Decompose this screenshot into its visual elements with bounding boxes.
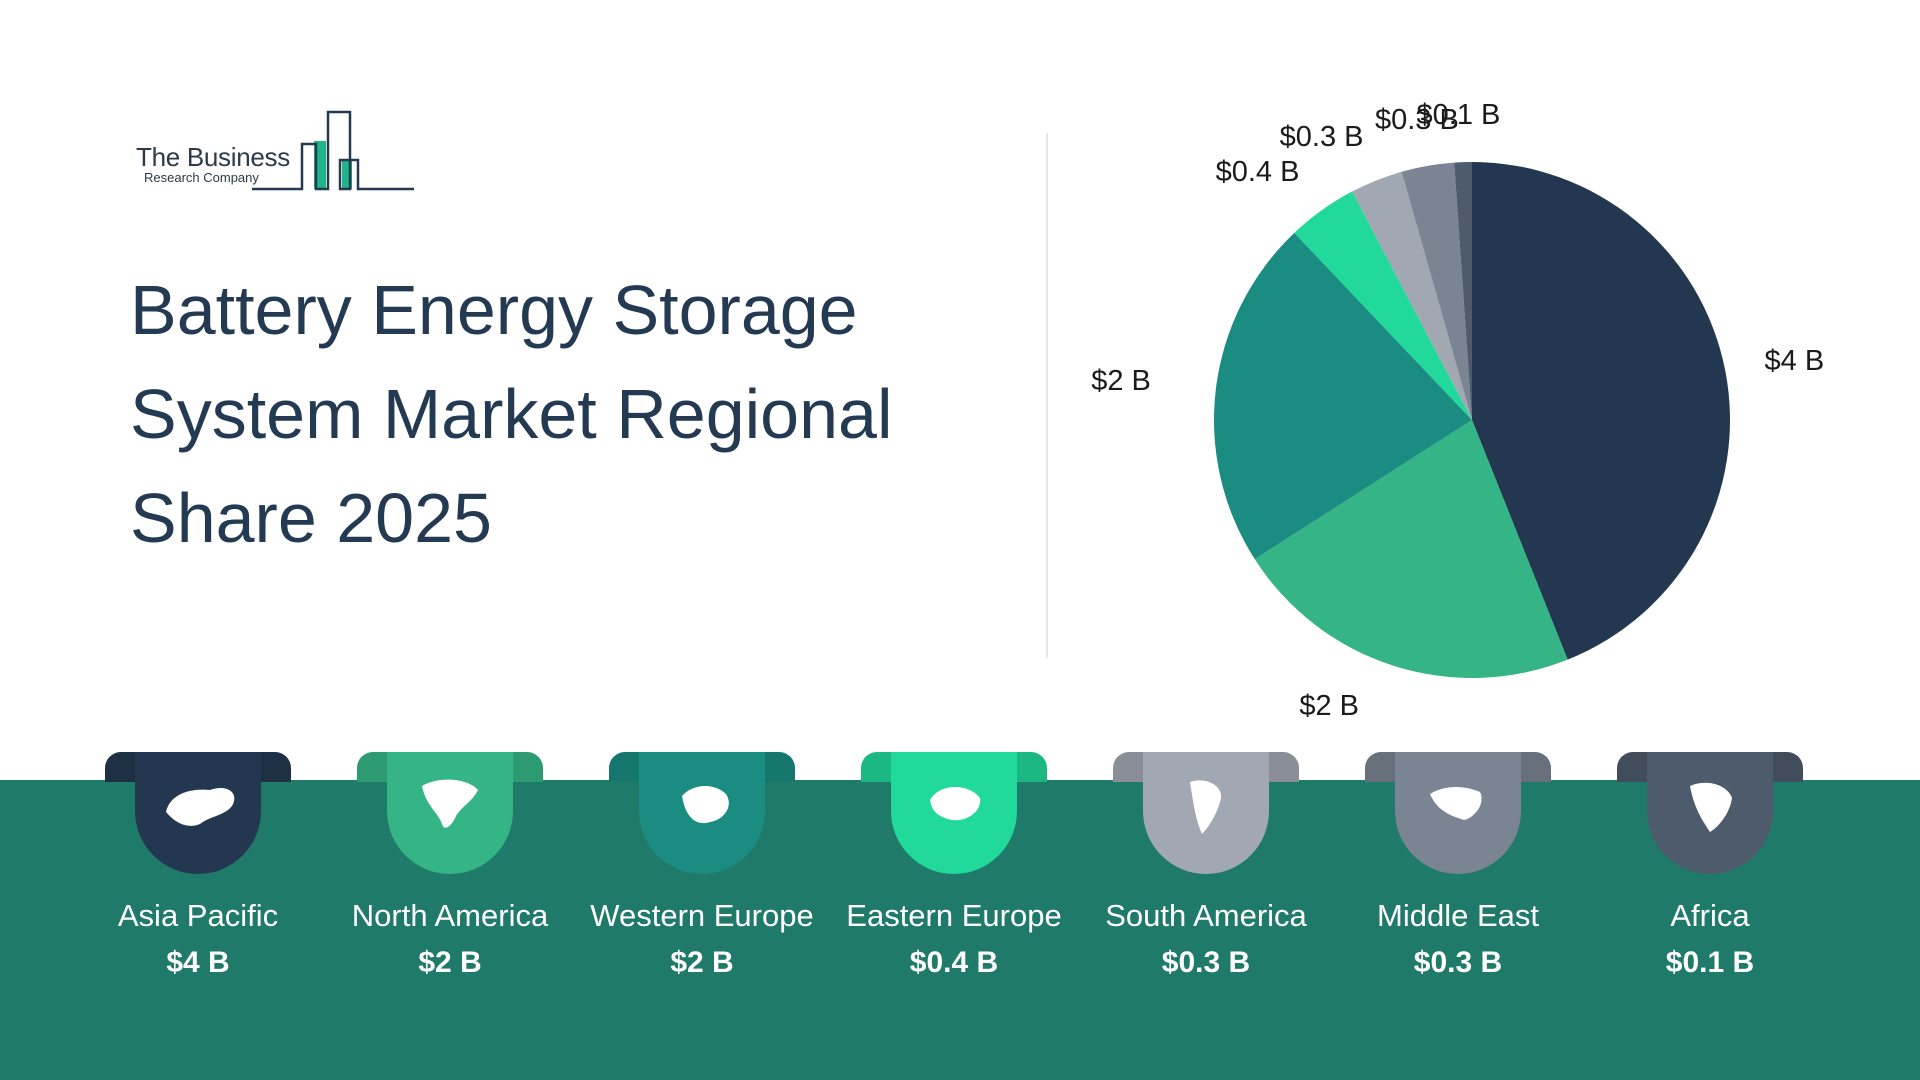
pie-data-label: $2 B (1091, 365, 1151, 398)
region-value: $2 B (418, 946, 482, 979)
pie-data-label: $4 B (1764, 344, 1825, 377)
north-america-map-icon (422, 779, 478, 828)
pie-slice-asia-pacific (1472, 162, 1730, 660)
region-value: $2 B (670, 946, 734, 979)
pie-slice-south-america (1352, 171, 1472, 420)
region-value: $0.1 B (1665, 946, 1755, 979)
company-logo: The Business Research Company (132, 108, 422, 198)
asia-map-icon (166, 787, 235, 826)
pie-data-label: $0.4 B (1215, 155, 1300, 188)
africa-map-icon (1690, 782, 1732, 832)
pie-chart: $4 B $2 B $2 B $0.4 B $0.3 B $0.3 B $0.1 B (1091, 99, 1825, 723)
middle-east-map-icon (1430, 787, 1482, 820)
region-badge (861, 752, 1047, 904)
region-name: North America (351, 898, 549, 933)
region-badge (1113, 752, 1299, 904)
region-value: $0.3 B (1413, 946, 1503, 979)
south-america-map-icon (1190, 780, 1222, 834)
logo-name: The Business (136, 142, 290, 172)
pie-slice-north-america (1254, 420, 1568, 679)
region-name: Eastern Europe (846, 898, 1062, 933)
region-name: Western Europe (590, 898, 814, 933)
pie-chart-svg (1214, 162, 1730, 679)
eastern-europe-map-icon (930, 787, 981, 821)
page-title: Battery Energy Storage System Market Reg… (130, 271, 893, 557)
pie-slice-africa (1454, 162, 1472, 420)
region-badge (609, 752, 795, 904)
region-name: Africa (1670, 898, 1750, 933)
region-value: $0.3 B (1161, 946, 1251, 979)
region-name: South America (1105, 898, 1307, 933)
region-badge (1365, 752, 1551, 904)
logo-buildings-icon (252, 110, 414, 191)
region-name: Middle East (1377, 898, 1539, 933)
pie-slice-middle-east (1401, 162, 1472, 420)
pie-data-label: $0.3 B (1374, 103, 1459, 136)
western-europe-map-icon (682, 785, 729, 824)
pie-data-label: $0.1 B (1416, 99, 1501, 132)
vertical-divider (1046, 133, 1048, 658)
logo-subname: Research Company (144, 170, 259, 185)
pie-slice-eastern-europe (1294, 191, 1472, 420)
pie-slice-western-europe (1214, 232, 1472, 560)
region-badge (1617, 752, 1803, 904)
region-value: $4 B (166, 946, 230, 979)
pie-data-label: $2 B (1299, 690, 1360, 723)
region-value: $0.4 B (909, 946, 999, 979)
pie-data-label: $0.3 B (1279, 120, 1364, 153)
region-badge (105, 752, 291, 904)
region-badge (357, 752, 543, 904)
region-name: Asia Pacific (117, 898, 279, 933)
